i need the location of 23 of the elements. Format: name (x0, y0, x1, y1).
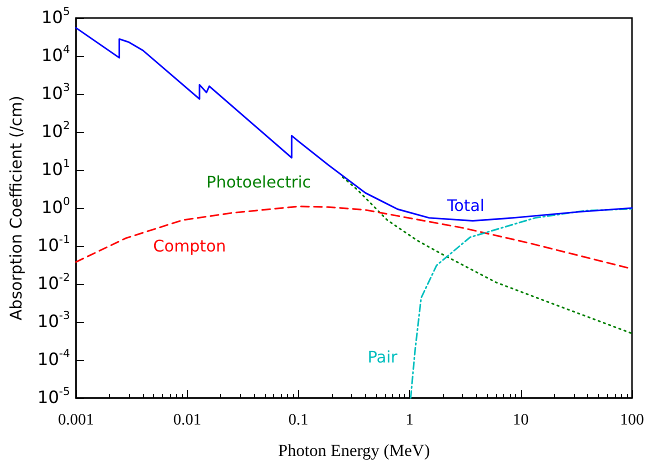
y-tick-label: 10$^{5}$ (41, 5, 70, 29)
y-tick-label: 10$^{4}$ (41, 43, 70, 67)
y-tick-label: 10$^{1}$ (41, 157, 70, 181)
x-tick-label: 0.01 (173, 412, 202, 428)
y-tick-label: 10$^{2}$ (41, 119, 70, 143)
x-tick-label: 0.1 (288, 412, 308, 428)
x-axis-title: Photon Energy (MeV) (278, 441, 430, 460)
series-label: Compton (153, 236, 226, 256)
x-tick-label: 0.001 (58, 412, 94, 428)
series-label: Total (446, 196, 484, 216)
y-tick-label: 10$^{-4}$ (37, 347, 70, 371)
series-label: Pair (368, 347, 398, 366)
x-tick-label: 1 (406, 412, 414, 428)
y-tick-label: 10$^{-2}$ (37, 271, 70, 295)
series-label: Photoelectric (206, 172, 312, 192)
y-tick-label: 10$^{-5}$ (37, 385, 70, 409)
y-axis-title: Absorption Coefficient (/cm) (6, 96, 26, 320)
x-tick-label: 10 (512, 412, 529, 428)
x-tick-label: 100 (620, 412, 644, 428)
y-tick-label: 10$^{-3}$ (37, 309, 70, 333)
y-tick-label: 10$^{-1}$ (37, 233, 70, 257)
y-tick-label: 10$^{3}$ (41, 81, 70, 105)
y-tick-label: 10$^{0}$ (41, 195, 70, 219)
